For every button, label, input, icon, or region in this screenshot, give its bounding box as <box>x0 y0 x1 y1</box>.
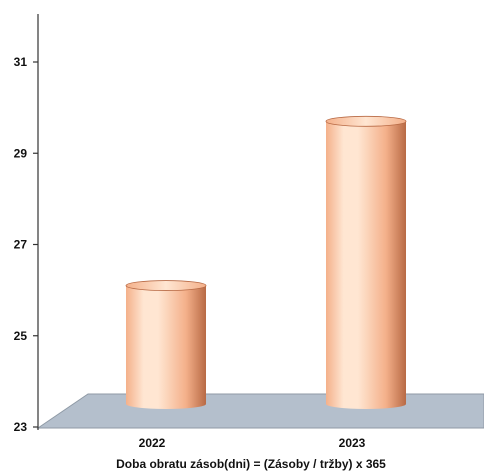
y-tick-label: 23 <box>14 420 28 434</box>
y-tick-label: 29 <box>14 146 28 160</box>
y-tick-label: 27 <box>14 238 28 252</box>
bar-2022 <box>125 280 207 409</box>
x-axis-label: Doba obratu zásob(dni) = (Zásoby / tržby… <box>116 457 386 471</box>
y-tick-label: 25 <box>14 329 28 343</box>
bar-body <box>126 285 206 409</box>
bar-2023 <box>325 115 407 409</box>
bars <box>125 115 407 409</box>
bar-top <box>325 115 407 127</box>
x-axis: 2022 2023 <box>139 436 366 450</box>
bar-body <box>326 121 406 409</box>
bar-top <box>125 280 207 291</box>
x-tick-label: 2023 <box>339 436 366 450</box>
x-tick-label: 2022 <box>139 436 166 450</box>
chart-floor <box>36 393 484 429</box>
y-tick-label: 31 <box>14 55 28 69</box>
y-axis: 23 25 27 29 31 <box>14 55 38 434</box>
